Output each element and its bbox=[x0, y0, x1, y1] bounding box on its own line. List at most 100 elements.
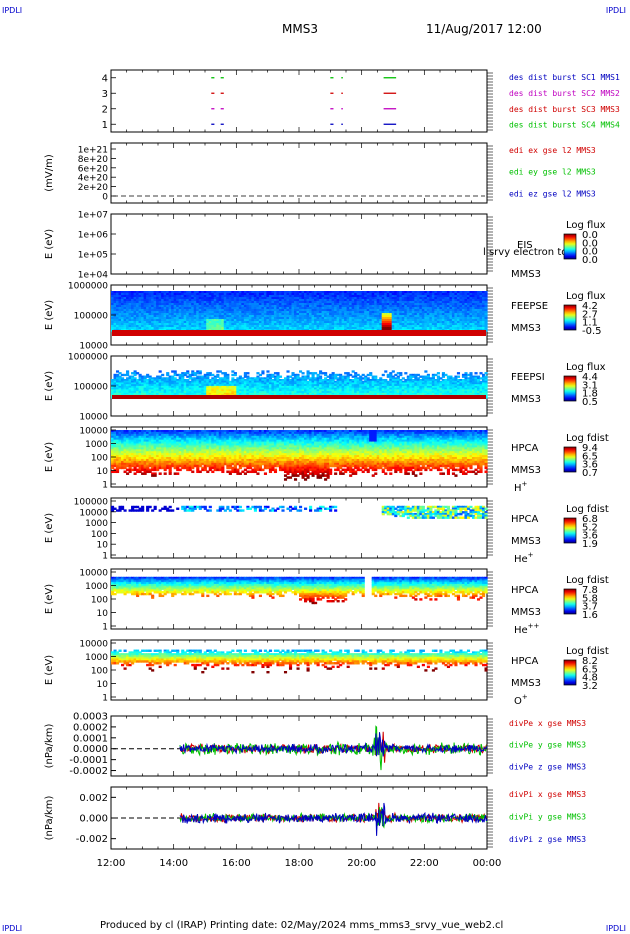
feepse-panel-cell bbox=[276, 291, 280, 294]
feepsi-panel-cell bbox=[156, 385, 160, 389]
feepse-panel-cell bbox=[243, 311, 247, 314]
feepse-panel-cell bbox=[386, 299, 390, 302]
feepse-panel-cell bbox=[436, 315, 440, 318]
feepse-panel-cell bbox=[218, 303, 222, 306]
feepse-panel-cell bbox=[173, 293, 177, 296]
feepse-panel-cell bbox=[349, 319, 353, 322]
feepse-panel-cell bbox=[386, 325, 390, 328]
feepse-panel-cell bbox=[414, 319, 418, 322]
feepse-panel-cell bbox=[246, 311, 250, 314]
feepse-panel-cell bbox=[286, 321, 290, 324]
feepsi-panel-cell bbox=[391, 380, 395, 384]
feepsi-panel-cell bbox=[191, 373, 195, 377]
feepse-panel-cell bbox=[283, 313, 288, 316]
feepse-panel-cell bbox=[233, 291, 237, 294]
feepse-panel-cell bbox=[324, 297, 328, 300]
feepse-panel-cell bbox=[391, 317, 395, 320]
feepse-panel-cell bbox=[331, 319, 335, 322]
feepse-panel-cell bbox=[186, 321, 190, 324]
feepse-panel-cell bbox=[366, 293, 370, 296]
feepsi-panel-cell bbox=[311, 382, 315, 385]
feepsi-panel-cell bbox=[286, 379, 290, 382]
feepse-panel-cell bbox=[123, 303, 127, 306]
feepse-panel-cell bbox=[461, 291, 466, 294]
feepse-panel-cell bbox=[273, 319, 278, 322]
feepse-panel-cell bbox=[419, 307, 423, 310]
feepse-panel-cell bbox=[474, 313, 478, 316]
feepsi-panel-cell bbox=[143, 389, 147, 392]
feepse-panel-cell bbox=[396, 327, 400, 330]
feepse-panel-cell bbox=[236, 305, 240, 308]
feepse-panel-cell bbox=[354, 317, 358, 320]
feepsi-panel-cell bbox=[311, 391, 315, 394]
feepse-panel-cell bbox=[334, 325, 338, 328]
feepse-panel-cell bbox=[223, 321, 227, 324]
feepse-panel-cell bbox=[291, 325, 295, 328]
feepsi-panel-cell bbox=[324, 384, 328, 387]
feepse-panel-cell bbox=[481, 305, 486, 308]
feepse-panel-cell bbox=[138, 313, 142, 316]
feepsi-panel-cell bbox=[143, 375, 147, 378]
feepse-panel-cell bbox=[223, 293, 227, 296]
feepse-panel-cell bbox=[168, 321, 172, 324]
feepse-panel-cell bbox=[346, 301, 350, 304]
feepse-panel-cell bbox=[248, 311, 252, 314]
feepsi-panel-cell bbox=[344, 377, 348, 380]
feepse-panel-cell bbox=[389, 327, 393, 330]
feepsi-panel-cell bbox=[268, 377, 273, 380]
feepsi-panel-cell bbox=[188, 382, 192, 385]
feepsi-panel-cell bbox=[193, 380, 197, 384]
feepse-panel-cell bbox=[263, 295, 268, 298]
feepse-panel-cell bbox=[161, 315, 165, 318]
feepse-panel-cell bbox=[173, 295, 177, 298]
feepse-panel-cell bbox=[283, 301, 288, 304]
feepse-panel-cell bbox=[173, 317, 177, 320]
feepsi-panel-cell bbox=[156, 384, 160, 387]
feepse-panel-cell bbox=[476, 315, 481, 318]
feepse-panel-cell bbox=[136, 319, 140, 322]
feepse-panel-cell bbox=[163, 307, 167, 310]
feepsi-panel-cell bbox=[386, 380, 390, 384]
feepse-panel-cell bbox=[409, 313, 413, 316]
feepse-panel-cell bbox=[263, 293, 268, 296]
feepse-panel-cell bbox=[436, 293, 440, 296]
feepsi-panel-cell bbox=[339, 377, 343, 380]
feepse-panel-cell bbox=[434, 295, 438, 298]
feepse-panel-cell bbox=[326, 319, 330, 322]
feepsi-panel-cell bbox=[331, 387, 335, 390]
feepse-panel-cell bbox=[151, 299, 155, 302]
feepse-panel-cell bbox=[406, 309, 410, 312]
feepsi-panel-cell bbox=[211, 392, 215, 396]
feepsi-panel-cell bbox=[324, 385, 328, 389]
feepse-panel-cell bbox=[299, 301, 303, 304]
feepsi-panel-cell bbox=[379, 380, 383, 384]
feepse-panel-cell bbox=[273, 327, 278, 330]
feepsi-panel-cell bbox=[173, 377, 177, 380]
feepse-panel-cell bbox=[118, 309, 122, 312]
feepsi-panel-cell bbox=[273, 387, 278, 390]
feepsi-panel-cell bbox=[324, 391, 328, 394]
feepse-panel-cell bbox=[319, 295, 323, 298]
feepse-panel-cell bbox=[466, 303, 471, 306]
feepsi-panel-cell bbox=[126, 391, 130, 394]
feepsi-panel-cell bbox=[306, 387, 310, 390]
feepse-panel-cell bbox=[474, 317, 478, 320]
feepse-panel-cell bbox=[469, 311, 473, 314]
feepse-panel-cell bbox=[384, 291, 388, 294]
feepse-panel-cell bbox=[309, 293, 313, 296]
feepse-panel-cell bbox=[369, 309, 373, 312]
feepsi-panel-cell bbox=[193, 372, 197, 375]
feepse-panel-cell bbox=[379, 301, 383, 304]
feepse-panel-cell bbox=[271, 307, 275, 310]
feepse-panel-cell bbox=[429, 305, 433, 308]
feepsi-panel-cell bbox=[396, 387, 400, 390]
feepse-panel-cell bbox=[231, 295, 235, 298]
feepse-panel-cell bbox=[359, 301, 363, 304]
feepsi-panel-cell bbox=[258, 382, 262, 385]
feepse-panel-cell bbox=[376, 299, 380, 302]
feepsi-panel-cell bbox=[243, 387, 247, 390]
feepse-panel-cell bbox=[431, 307, 435, 310]
feepse-panel-cell bbox=[216, 319, 220, 322]
feepsi-panel-cell bbox=[359, 387, 363, 390]
feepse-panel-cell bbox=[341, 291, 345, 294]
